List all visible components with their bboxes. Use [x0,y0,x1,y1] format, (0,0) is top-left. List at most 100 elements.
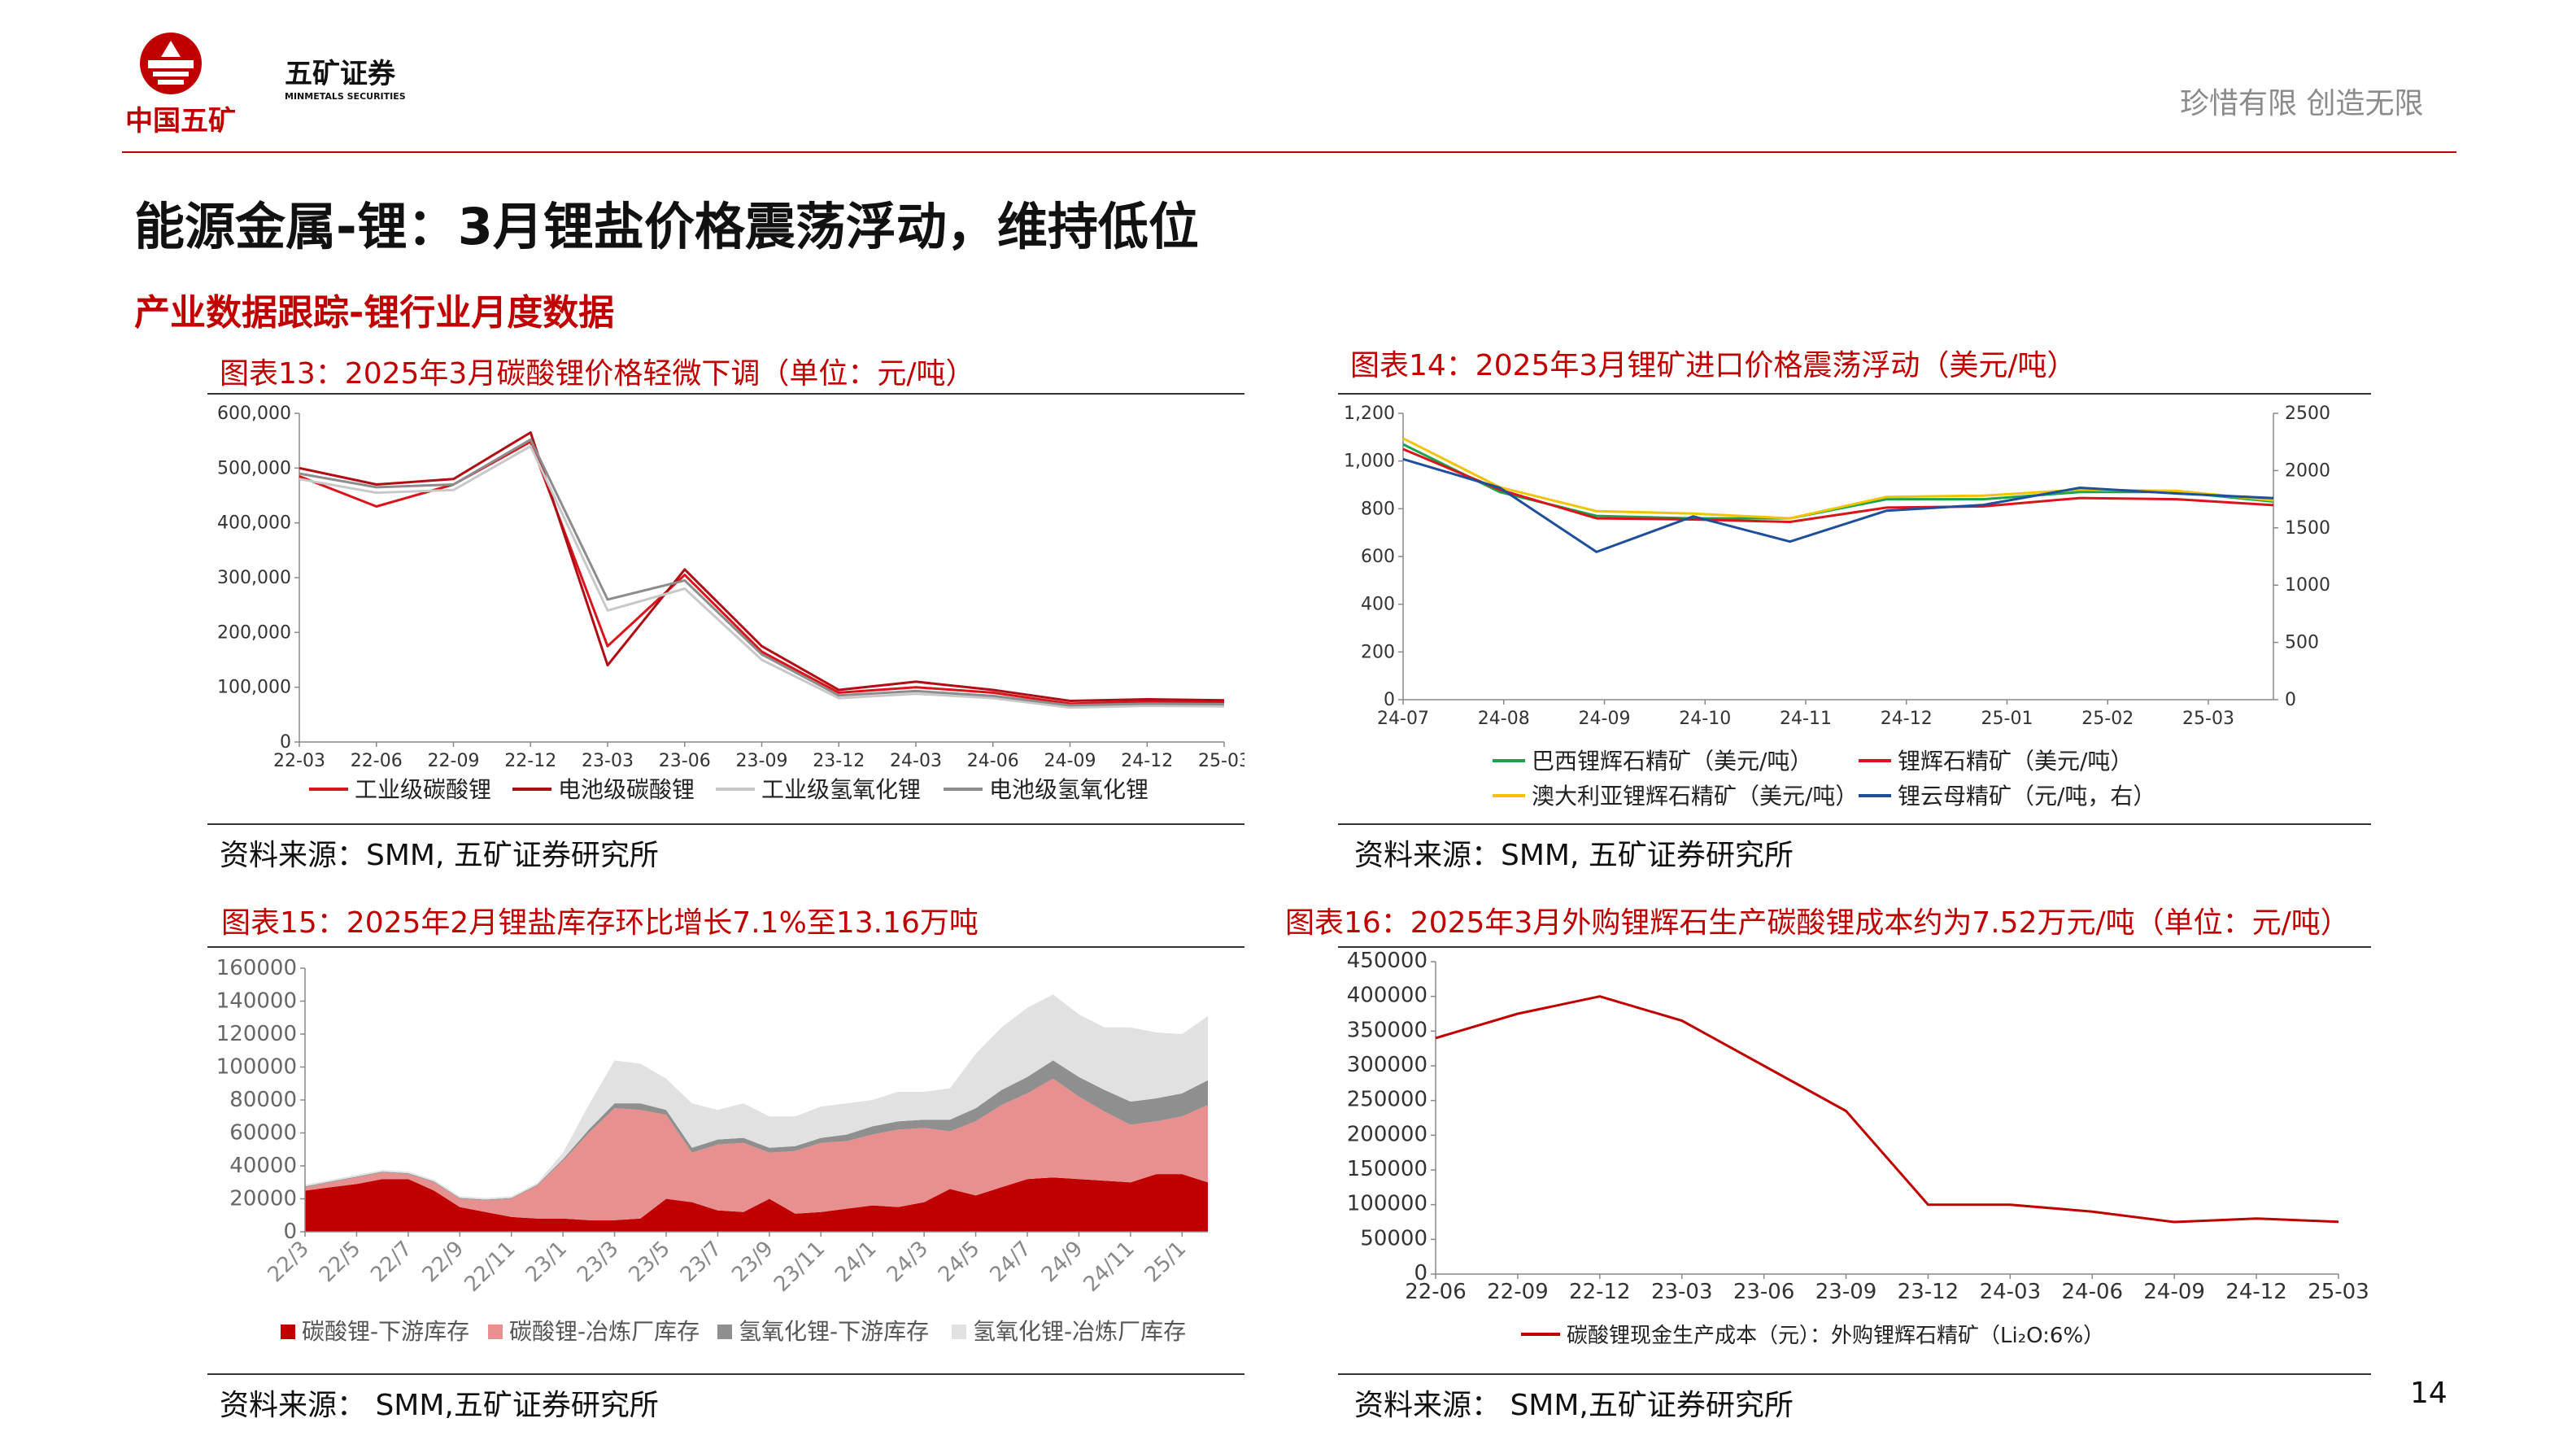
x-tick-label: 23-06 [659,751,711,771]
chart16-bottom-rule [1338,1373,2371,1375]
legend-label-0: 巴西锂辉石精矿（美元/吨） [1532,748,1812,775]
legend-label-2: 澳大利亚锂辉石精矿（美元/吨） [1532,783,1858,810]
y-left-tick-label: 0 [1384,690,1395,710]
y-tick-label: 200000 [1347,1122,1427,1146]
x-tick-label: 23/5 [624,1237,675,1288]
x-tick-label: 23-12 [1898,1280,1959,1304]
chart14-source: 资料来源：SMM, 五矿证券研究所 [1354,839,1794,872]
page-number: 14 [2410,1377,2447,1410]
x-tick-label: 23-06 [1733,1280,1795,1304]
y-tick-label: 40000 [229,1154,297,1178]
chart13-bottom-rule [207,823,1244,825]
legend-swatch-1 [488,1325,503,1339]
x-tick-label: 24-12 [2225,1280,2287,1304]
series-line-2 [1402,437,2274,520]
x-tick-label: 22-03 [273,751,325,771]
x-tick-label: 25-01 [1981,709,2033,729]
y-tick-label: 0 [1414,1261,1427,1285]
y-tick-label: 20000 [229,1187,297,1211]
legend-label-2: 氢氧化锂-下游库存 [739,1318,929,1345]
chart16-top-rule [1338,946,2371,948]
chart15-lithium-inventory: 0 20000 40000 60000 80000 100000 120000 140000 1… [216,956,1208,1345]
chart14-top-rule [1338,393,2371,395]
y-right-tick-label: 500 [2285,633,2319,653]
y-left-tick-label: 1,200 [1344,404,1395,424]
y-tick-label: 160000 [216,956,297,980]
legend-swatch-3 [952,1325,966,1339]
x-tick-label: 24/7 [985,1237,1036,1288]
y-tick-label: 400,000 [217,513,291,534]
y-left-tick-label: 400 [1361,595,1395,615]
y-tick-label: 350000 [1347,1018,1427,1042]
y-tick-label: 100000 [1347,1192,1427,1216]
legend-label-3: 氢氧化锂-冶炼厂库存 [973,1318,1186,1345]
legend-swatch-2 [717,1325,732,1339]
chart13-source: 资料来源：SMM, 五矿证券研究所 [220,839,659,872]
legend-label-0: 碳酸锂现金生产成本（元）：外购锂辉石精矿（Li₂O:6%） [1567,1324,2104,1348]
company-logo: 中国五矿 五矿证券 MINMETALS SECURITIES [122,24,431,138]
y-tick-label: 100,000 [217,678,291,698]
x-tick-label: 24-07 [1377,709,1429,729]
chart14-bottom-rule [1338,823,2371,825]
series-line-0 [1435,995,2339,1224]
y-tick-label: 50000 [1360,1226,1427,1250]
x-tick-label: 24-11 [1780,709,1832,729]
y-tick-label: 0 [280,732,291,753]
x-tick-label: 24-03 [890,751,942,771]
y-tick-label: 400000 [1347,984,1427,1008]
x-tick-label: 24/1 [830,1237,882,1288]
logo-group-text: 中国五矿 [125,105,236,137]
series-line-1 [1402,447,2274,523]
y-right-tick-label: 2500 [2285,404,2330,424]
y-tick-label: 100000 [216,1055,297,1080]
stack-area-1 [305,1078,1208,1220]
x-tick-label: 22/3 [263,1237,314,1288]
x-tick-label: 24-12 [1121,751,1173,771]
x-tick-label: 22/5 [315,1237,366,1288]
x-tick-label: 25-03 [1198,751,1244,771]
x-tick-label: 23-09 [1815,1280,1877,1304]
y-tick-label: 150000 [1347,1157,1427,1181]
page-title: 能源金属-锂：3月锂盐价格震荡浮动，维持低位 [134,197,1199,256]
x-tick-label: 24-09 [1044,751,1096,771]
legend-label-3: 电池级氢氧化锂 [989,776,1149,803]
series-line-3 [1402,457,2274,553]
y-tick-label: 80000 [229,1088,297,1112]
y-tick-label: 120000 [216,1022,297,1046]
x-tick-label: 24-06 [2061,1280,2123,1304]
legend-swatch-0 [281,1325,295,1339]
x-tick-label: 24/11 [1079,1237,1140,1297]
slogan: 珍惜有限 创造无限 [2180,87,2424,120]
y-tick-label: 140000 [216,989,297,1014]
y-tick-label: 450000 [1347,950,1427,973]
legend-label-3: 锂云母精矿（元/吨，右） [1898,783,2155,810]
y-tick-label: 300,000 [217,568,291,588]
legend-label-0: 碳酸锂-下游库存 [302,1318,469,1345]
y-tick-label: 250000 [1347,1088,1427,1112]
x-tick-label: 24-09 [2143,1280,2205,1304]
x-tick-label: 24/3 [883,1237,934,1288]
chart14-lithium-ore-price: 0 200 400 600 800 1,000 1,200 0 500 1000 1500 2000 2… [1344,404,2330,810]
series-line-3 [299,438,1225,707]
y-tick-label: 200,000 [217,622,291,643]
y-right-tick-label: 0 [2285,690,2296,710]
x-tick-label: 22-12 [1569,1280,1631,1304]
x-tick-label: 23/3 [573,1237,624,1288]
section-title: 产业数据跟踪-锂行业月度数据 [134,292,615,334]
x-tick-label: 25-03 [2182,709,2234,729]
x-tick-label: 22/11 [460,1237,520,1297]
x-tick-label: 23-03 [582,751,634,771]
chart15-title: 图表15：2025年2月锂盐库存环比增长7.1%至13.16万吨 [221,906,979,940]
y-left-tick-label: 1,000 [1344,452,1395,472]
y-tick-label: 0 [283,1220,297,1244]
chart16-production-cost: 0 50000 100000 150000 200000 250000 300000 3500… [1347,950,2369,1348]
legend-label-1: 锂辉石精矿（美元/吨） [1898,748,2133,775]
x-tick-label: 24-09 [1579,709,1631,729]
x-tick-label: 22-06 [351,751,403,771]
y-left-tick-label: 600 [1361,547,1395,567]
y-tick-label: 300000 [1347,1053,1427,1077]
x-tick-label: 22-09 [428,751,480,771]
chart13-top-rule [207,393,1244,395]
chart15-bottom-rule [207,1373,1244,1375]
x-tick-label: 24-08 [1478,709,1530,729]
